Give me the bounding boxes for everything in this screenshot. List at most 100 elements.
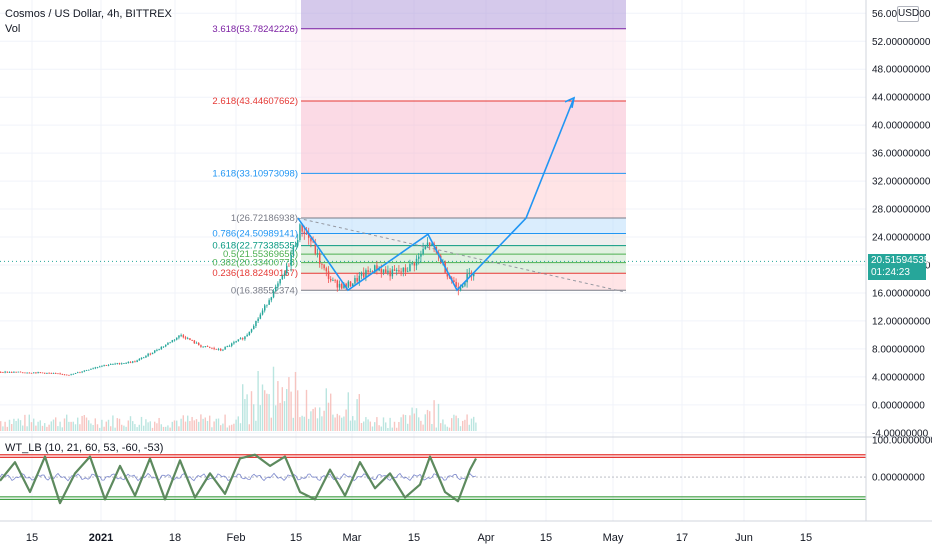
candle-body — [167, 342, 169, 345]
candle-body — [418, 256, 420, 259]
candle-body — [72, 373, 75, 375]
candle-body — [158, 349, 160, 351]
candle-body — [332, 280, 334, 281]
volume-bar — [44, 423, 46, 431]
fib-zone — [301, 262, 626, 274]
candle-body — [59, 373, 61, 375]
candle-body — [275, 286, 277, 291]
candle-body — [37, 372, 39, 374]
volume-bar — [85, 417, 88, 431]
candle-body — [206, 346, 209, 347]
candle-body — [147, 353, 149, 356]
candle-body — [279, 279, 281, 284]
candle-body — [35, 372, 37, 374]
volume-bar — [308, 418, 310, 431]
volume-bar — [275, 405, 277, 431]
candle-body — [281, 275, 284, 280]
chart-title: Cosmos / US Dollar, 4h, BITTREX — [5, 8, 172, 20]
volume-bar — [369, 421, 371, 431]
candle-body — [389, 270, 391, 277]
osc-tick-label: 100.00000000 — [872, 435, 932, 446]
volume-bar — [356, 399, 358, 431]
candle-body — [415, 258, 418, 266]
y-tick-label: 36.00000000 — [872, 149, 931, 160]
volume-bar — [305, 389, 308, 431]
volume-bar — [367, 419, 369, 431]
x-tick-label: 15 — [26, 532, 38, 544]
candle-body — [138, 359, 141, 361]
candle-body — [420, 254, 422, 257]
volume-bar — [121, 424, 123, 431]
candle-body — [264, 305, 266, 311]
candle-body — [17, 371, 20, 373]
x-tick-label: 15 — [290, 532, 302, 544]
volume-bar — [74, 424, 77, 431]
volume-bar — [30, 422, 33, 431]
volume-bar — [116, 418, 118, 431]
volume-bar — [283, 401, 286, 431]
projection-path — [297, 97, 575, 292]
volume-bar — [360, 422, 363, 431]
volume-bar — [228, 425, 231, 431]
volume-bar — [435, 427, 437, 431]
candle-body — [358, 275, 361, 282]
volume-bar — [451, 418, 453, 431]
volume-bar — [237, 416, 239, 431]
volume-bar — [77, 417, 79, 431]
candle-body — [352, 283, 354, 287]
candle-body — [292, 246, 295, 255]
candle-body — [316, 252, 319, 254]
candle-body — [213, 348, 215, 349]
drawings[interactable] — [0, 96, 866, 293]
volume-bar — [363, 421, 365, 431]
volume-bar — [114, 427, 116, 431]
y-tick-label: 12.00000000 — [872, 316, 931, 327]
volume-bar — [17, 418, 19, 431]
candle-body — [319, 252, 321, 264]
volume-bar — [134, 424, 136, 431]
candle-body — [195, 342, 198, 344]
volume-bar — [189, 421, 191, 431]
volume-bar — [66, 414, 68, 431]
candle-body — [22, 372, 24, 374]
candle-body — [204, 346, 207, 347]
volume-bar — [90, 423, 92, 431]
candle-body — [154, 350, 156, 353]
candle-body — [132, 361, 134, 363]
candle-body — [110, 364, 112, 365]
volume-bar — [338, 415, 341, 431]
volume-bar — [266, 393, 268, 431]
candle-body — [303, 231, 306, 234]
y-tick-label: 24.00000000 — [872, 233, 931, 244]
volume-bar — [261, 384, 264, 431]
candle-body — [28, 372, 31, 374]
volume-bar — [200, 414, 202, 431]
candle-body — [266, 304, 268, 306]
x-tick-label: May — [603, 532, 624, 544]
volume-bar — [429, 411, 431, 431]
candle-body — [127, 361, 130, 363]
candle-body — [407, 271, 409, 273]
fib-zone — [301, 233, 626, 246]
fibonacci-extension[interactable]: 3.618(53.78242226) 2.618(43.44607662) 1.61… — [212, 0, 626, 296]
candle-body — [156, 350, 158, 351]
candle-body — [345, 283, 347, 288]
candle-body — [294, 245, 297, 247]
x-tick-label: Feb — [227, 532, 246, 544]
candle-body — [349, 281, 352, 287]
volume-bar — [160, 424, 162, 431]
currency-badge[interactable]: USD — [897, 6, 919, 22]
x-tick-label: 15 — [540, 532, 552, 544]
volume-bar — [299, 417, 301, 431]
volume-bar — [107, 419, 110, 431]
fib-level-label: 3.618(53.78242226) — [212, 24, 298, 35]
volume-bar — [165, 426, 167, 431]
candle-body — [136, 360, 138, 363]
candle-body — [90, 368, 92, 370]
volume-bar — [334, 417, 336, 431]
candle-body — [33, 372, 35, 374]
volume-bar — [468, 424, 470, 431]
candle-body — [193, 340, 196, 344]
candle-body — [173, 339, 176, 341]
